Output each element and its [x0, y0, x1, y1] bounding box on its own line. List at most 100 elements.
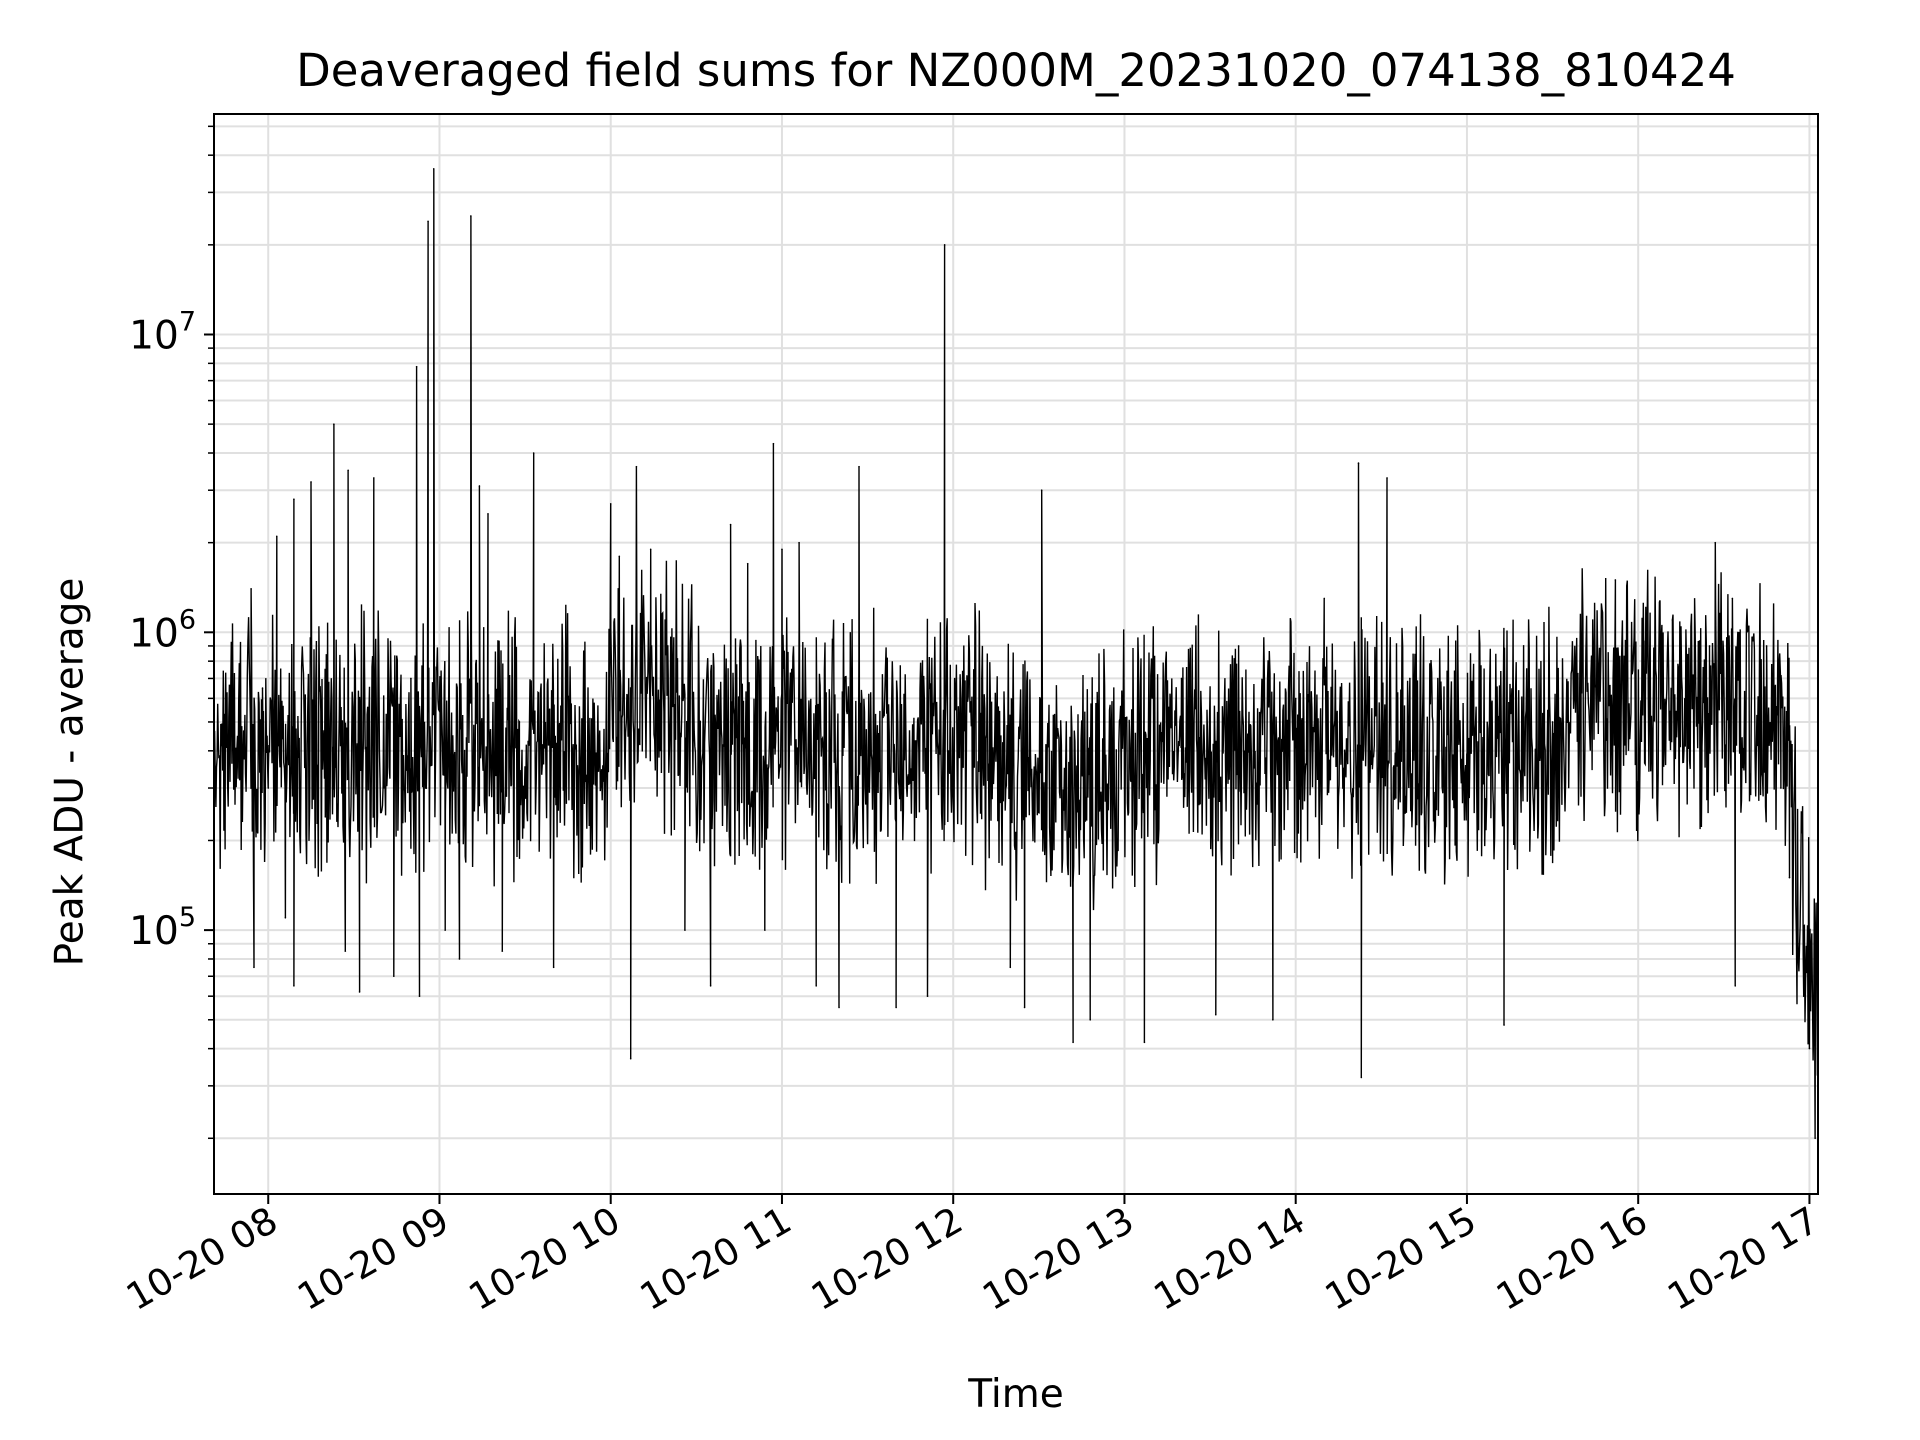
data-point: [310, 481, 312, 483]
y-tick-label: 107: [129, 306, 196, 358]
data-point: [250, 587, 252, 590]
data-point: [478, 485, 481, 487]
data-point: [635, 465, 638, 468]
data-point: [418, 995, 421, 997]
data-point: [373, 477, 375, 479]
data-point: [1814, 1137, 1816, 1140]
data-point: [333, 423, 335, 425]
data-point: [1143, 1041, 1146, 1044]
data-point: [393, 975, 395, 978]
data-point: [470, 215, 472, 217]
data-point: [501, 950, 504, 952]
data-point: [487, 512, 489, 515]
grid-layer: [214, 114, 1818, 1194]
data-point: [764, 929, 766, 931]
data-point: [581, 787, 583, 789]
x-tick-label: 10-20 10: [462, 1199, 628, 1319]
data-point: [267, 787, 270, 789]
data-point: [415, 365, 418, 368]
x-tick-label: 10-20 13: [975, 1199, 1141, 1319]
data-point: [253, 966, 255, 969]
x-axis-label: Time: [968, 1372, 1064, 1417]
x-tick-label: 10-20 17: [1660, 1199, 1826, 1319]
data-point: [1780, 787, 1782, 789]
data-point: [667, 645, 669, 647]
data-point: [926, 995, 929, 997]
data-point: [410, 677, 412, 680]
data-point: [980, 677, 983, 680]
data-point: [649, 548, 652, 551]
data-point: [224, 697, 227, 700]
data-point: [1614, 579, 1617, 581]
x-tick-label: 10-20 09: [290, 1199, 456, 1319]
data-point: [838, 1006, 840, 1009]
x-tick-label: 10-20 12: [804, 1199, 970, 1319]
data-point: [284, 916, 287, 919]
data-point: [1788, 876, 1791, 879]
data-point: [684, 929, 686, 931]
data-point: [1360, 1076, 1363, 1079]
data-point: [618, 555, 621, 558]
data-point: [1580, 631, 1582, 634]
data-point: [1808, 1047, 1811, 1050]
data-point: [1357, 462, 1360, 464]
data-point: [1708, 645, 1711, 647]
data-point: [1272, 1018, 1274, 1021]
data-point: [729, 523, 732, 526]
data-point: [781, 548, 783, 551]
data-point: [1643, 660, 1645, 662]
data-point: [815, 985, 818, 987]
data-point: [347, 469, 349, 472]
data-point: [1072, 1041, 1074, 1044]
data-point: [1466, 787, 1468, 789]
data-point: [358, 991, 361, 993]
data-point: [567, 697, 569, 700]
data-point: [1714, 541, 1717, 544]
data-point: [293, 498, 295, 500]
data-point: [344, 950, 347, 952]
data-point: [238, 778, 241, 781]
data-point: [1180, 677, 1183, 680]
data-point: [458, 958, 461, 960]
x-tick-label: 10-20 16: [1489, 1199, 1655, 1319]
x-tick-label: 10-20 14: [1147, 1199, 1313, 1319]
chart-title: Deaveraged field sums for NZ000M_2023102…: [296, 44, 1736, 97]
data-point: [324, 816, 327, 818]
y-tick-label: 105: [129, 902, 196, 954]
data-point: [943, 244, 946, 246]
data-point: [1523, 750, 1525, 752]
data-point: [1009, 966, 1012, 969]
data-point: [798, 541, 800, 544]
data-point: [275, 535, 278, 538]
data-point: [1797, 942, 1799, 945]
data-point: [1765, 645, 1768, 647]
data-point: [432, 168, 435, 170]
x-tick-label: 10-20 15: [1318, 1199, 1484, 1319]
data-point: [1671, 619, 1674, 621]
data-point: [427, 220, 429, 223]
data-point: [518, 721, 521, 723]
x-tick-label: 10-20 08: [119, 1199, 285, 1319]
data-point: [1237, 645, 1240, 647]
data-point: [444, 929, 446, 931]
data-point: [1551, 721, 1554, 723]
data-point: [1734, 985, 1737, 987]
data-point: [1503, 1024, 1505, 1026]
data-point: [1023, 1006, 1026, 1009]
data-point: [1323, 597, 1326, 600]
data-point: [261, 687, 264, 689]
data-point: [532, 452, 535, 454]
data-point: [1731, 597, 1734, 600]
data-point: [772, 442, 775, 445]
data-point: [1409, 677, 1411, 680]
x-tick-label: 10-20 11: [633, 1199, 799, 1319]
data-point: [746, 562, 749, 565]
data-point: [1294, 697, 1297, 700]
data-point: [609, 503, 612, 505]
data-point: [1802, 995, 1805, 997]
data-point: [1214, 1013, 1217, 1016]
data-point: [709, 985, 712, 987]
plot-frame: [213, 113, 1819, 1195]
series-layer: [214, 168, 1818, 1140]
